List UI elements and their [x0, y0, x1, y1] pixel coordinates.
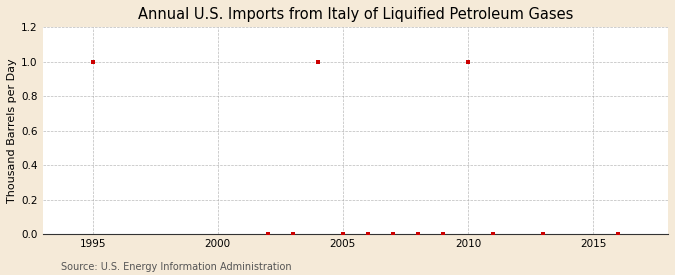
Point: [462, 59, 473, 64]
Point: [313, 59, 323, 64]
Point: [437, 232, 448, 236]
Point: [537, 232, 548, 236]
Point: [362, 232, 373, 236]
Text: Source: U.S. Energy Information Administration: Source: U.S. Energy Information Administ…: [61, 262, 292, 272]
Title: Annual U.S. Imports from Italy of Liquified Petroleum Gases: Annual U.S. Imports from Italy of Liquif…: [138, 7, 573, 22]
Point: [412, 232, 423, 236]
Point: [613, 232, 624, 236]
Point: [263, 232, 273, 236]
Y-axis label: Thousand Barrels per Day: Thousand Barrels per Day: [7, 58, 17, 203]
Point: [288, 232, 298, 236]
Point: [487, 232, 498, 236]
Point: [87, 59, 98, 64]
Point: [338, 232, 348, 236]
Point: [387, 232, 398, 236]
